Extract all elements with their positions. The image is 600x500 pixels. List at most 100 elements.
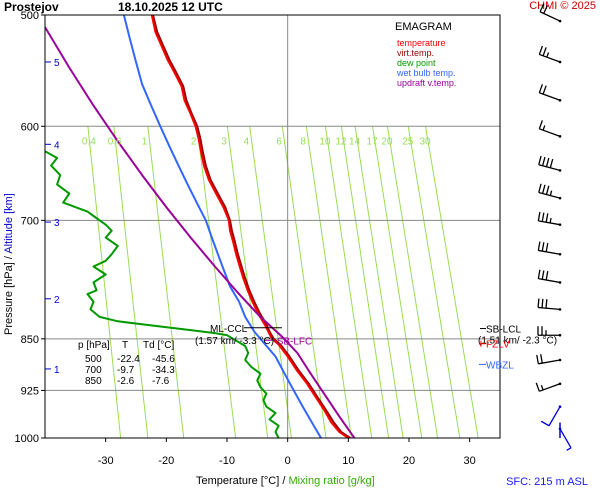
- sb-lfc-label: SB-LFC: [277, 336, 313, 347]
- wind-barb-feather: [545, 242, 549, 252]
- table-cell: 850: [85, 376, 102, 387]
- wind-barb-station: [558, 169, 562, 172]
- mixing-ratio-line: [87, 126, 122, 438]
- mixing-ratio-label: 14: [349, 136, 361, 147]
- wind-barb-staff: [548, 406, 561, 427]
- altitude-tick-label: 5: [54, 58, 60, 69]
- legend-title: EMAGRAM: [395, 21, 452, 33]
- y-axis-title: Pressure [hPa] / Altitude [km]: [3, 193, 15, 335]
- mixing-ratio-line: [354, 126, 404, 438]
- wind-barb-feather: [536, 354, 539, 364]
- altitude-tick-label: 2: [54, 295, 60, 306]
- table-header-cell: T: [122, 340, 128, 351]
- wind-barb-feather: [538, 84, 544, 93]
- wind-barb-feather: [542, 85, 547, 95]
- mixing-ratio-line: [407, 126, 461, 438]
- wind-barb-feather: [543, 5, 549, 14]
- temperature-tick-label: 10: [342, 455, 354, 467]
- pressure-tick-label: 1000: [15, 433, 39, 445]
- wind-barb-feather: [545, 213, 549, 223]
- wind-barb-station: [558, 196, 562, 200]
- wind-barb-station: [558, 98, 562, 102]
- plot-area: [45, 15, 500, 438]
- wind-barb-feather: [537, 241, 541, 251]
- wind-barb-station: [558, 427, 562, 431]
- wind-barb-half-feather: [540, 385, 544, 391]
- table-header-cell: Td [°C]: [143, 340, 174, 351]
- pressure-tick-label: 600: [21, 121, 39, 133]
- wind-barb-station: [558, 252, 562, 256]
- datetime: 18.10.2025 12 UTC: [118, 0, 223, 14]
- mixing-ratio-label: 3: [221, 136, 227, 147]
- wind-barb: [538, 84, 562, 102]
- wind-barb-station: [558, 333, 562, 337]
- wind-barb-feather: [545, 185, 550, 195]
- wind-barb: [535, 382, 562, 392]
- wind-barb-feather: [540, 354, 543, 364]
- pressure-tick-label: 700: [21, 215, 39, 227]
- mixing-ratio-label: 17: [367, 136, 379, 147]
- table-header-cell: p [hPa]: [78, 340, 110, 351]
- series-wet-bulb-temp-: [122, 15, 322, 438]
- x-axis-label-temperature: Temperature [°C]: [196, 475, 282, 487]
- wind-barb-station: [558, 382, 562, 386]
- wind-barb-feather: [542, 47, 547, 57]
- mixing-ratio-line: [147, 126, 185, 438]
- surface-altitude: SFC: 215 m ASL: [506, 476, 588, 488]
- plot-background: [45, 15, 500, 438]
- wind-barb-feather: [541, 270, 545, 280]
- wind-barb-feather: [541, 212, 545, 222]
- table-cell: -34.3: [152, 365, 175, 376]
- mixing-ratio-line: [424, 126, 479, 438]
- wind-barb-feather: [541, 242, 545, 252]
- wind-barb: [537, 241, 562, 256]
- x-axis-label-separator: /: [282, 475, 288, 487]
- wind-barb: [537, 269, 562, 284]
- wind-barb-feather: [538, 183, 542, 193]
- wind-barb: [537, 298, 562, 311]
- mixing-ratio-line: [340, 126, 390, 438]
- table-cell: -9.7: [117, 365, 135, 376]
- wind-barb: [538, 183, 562, 200]
- y-axis-label-pressure: Pressure [hPa]: [3, 259, 15, 335]
- altitude-tick-label: 1: [54, 365, 60, 376]
- wind-barb-staff: [539, 53, 561, 63]
- ml-ccl-detail: (1.57 km/ -3.3 °C): [195, 336, 274, 347]
- mixing-ratio-line: [305, 126, 352, 438]
- temperature-tick-label: -20: [158, 455, 174, 467]
- plot-frame: [44, 14, 501, 439]
- sb-lcl-detail: (1.51 km/ -2.3 °C): [478, 336, 557, 347]
- temperature-tick-label: 0: [285, 455, 291, 467]
- wind-barb-feather: [541, 298, 544, 308]
- series-virt-temp-: [152, 15, 351, 438]
- wind-barb-staff: [559, 428, 572, 449]
- wind-barb-staff: [538, 306, 561, 311]
- pressure-tick-label: 850: [21, 334, 39, 346]
- wind-barb-feather: [545, 299, 548, 309]
- wind-barb-half-feather: [542, 125, 546, 131]
- mixing-ratio-line: [249, 126, 292, 438]
- wind-barb-feather: [541, 156, 546, 166]
- mixing-ratio-label: 30: [419, 136, 431, 147]
- wind-barb-feather: [549, 158, 554, 168]
- temperature-tick-label: -10: [219, 455, 235, 467]
- wind-barb: [540, 405, 562, 427]
- sb-lcl-label: SB-LCL: [486, 325, 521, 336]
- legend-entry: wet bulb temp.: [396, 68, 456, 78]
- series-dew-point: [45, 150, 280, 438]
- pressure-tick-label: 925: [21, 385, 39, 397]
- wind-barb: [537, 326, 562, 337]
- wind-barb: [538, 45, 562, 64]
- mixing-ratio-label: 4: [244, 136, 250, 147]
- altitude-tick-label: 4: [54, 140, 60, 151]
- wind-barb-staff: [539, 128, 561, 137]
- wind-barb-half-feather: [549, 217, 552, 224]
- x-axis-title: Temperature [°C] / Mixing ratio [g/kg]: [196, 475, 375, 487]
- wind-barb: [538, 120, 562, 138]
- wind-barb: [539, 3, 562, 23]
- table-cell: 700: [85, 365, 102, 376]
- mixing-ratio-line: [113, 126, 149, 438]
- station-name: Prostejov: [4, 0, 59, 14]
- mixing-ratio-label: 12: [335, 136, 347, 147]
- wind-barb-staff: [538, 220, 561, 226]
